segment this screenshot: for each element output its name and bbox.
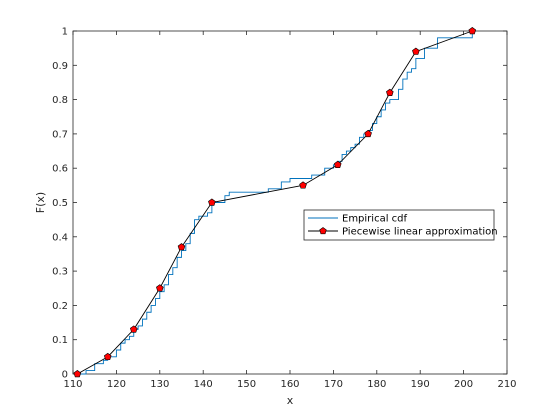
x-tick-label: 170 xyxy=(324,379,343,390)
approximation-point xyxy=(177,243,186,251)
y-tick-label: 0 xyxy=(62,370,68,381)
x-tick-label: 210 xyxy=(497,379,516,390)
approximation-point xyxy=(364,129,372,138)
x-tick-label: 130 xyxy=(150,379,169,390)
x-tick-label: 180 xyxy=(367,379,386,390)
approximation-point xyxy=(333,160,342,168)
approximation-point xyxy=(468,27,477,35)
approximation-point xyxy=(156,284,164,292)
y-tick-label: 0.7 xyxy=(52,129,68,140)
y-tick-label: 0.4 xyxy=(52,232,68,243)
x-tick-label: 190 xyxy=(411,379,430,390)
approximation-point xyxy=(412,47,420,55)
x-tick-label: 110 xyxy=(63,379,82,390)
y-tick-label: 0.9 xyxy=(52,61,68,72)
x-tick-label: 120 xyxy=(107,379,126,390)
legend-label-empirical: Empirical cdf xyxy=(342,214,408,225)
approximation-point xyxy=(103,352,112,361)
legend-marker-approximation xyxy=(319,227,327,235)
legend: Empirical cdf Piecewise linear approxima… xyxy=(303,209,498,241)
plot-area xyxy=(72,30,508,375)
series-layer xyxy=(73,27,477,378)
approximation-point xyxy=(386,88,394,96)
y-tick-label: 1 xyxy=(62,27,68,38)
y-axis-label: F(x) xyxy=(34,192,47,213)
legend-box xyxy=(303,209,495,241)
y-tick-label: 0.8 xyxy=(52,95,68,106)
legend-label-approximation: Piecewise linear approximation xyxy=(342,227,498,238)
y-tick-label: 0.1 xyxy=(52,335,68,346)
approximation-point xyxy=(299,181,307,189)
approximation-point xyxy=(73,370,82,378)
x-tick-label: 150 xyxy=(237,379,256,390)
y-tick-label: 0.3 xyxy=(52,267,68,278)
series-piecewise-linear xyxy=(77,30,473,375)
x-tick-label: 140 xyxy=(194,379,213,390)
x-tick-label: 200 xyxy=(454,379,473,390)
approximation-point xyxy=(208,198,216,206)
x-axis-label: x xyxy=(287,394,294,407)
y-ticks: 0 0.1 0.2 0.3 0.4 0.5 0.6 0.7 0.8 0.9 1 xyxy=(52,27,507,381)
x-tick-label: 160 xyxy=(280,379,299,390)
y-tick-label: 0.6 xyxy=(52,164,68,175)
x-ticks: 110 120 130 140 150 160 170 180 190 200 210 xyxy=(63,31,517,390)
approximation-point xyxy=(129,325,138,333)
y-tick-label: 0.2 xyxy=(52,301,68,312)
y-tick-label: 0.5 xyxy=(52,198,68,209)
